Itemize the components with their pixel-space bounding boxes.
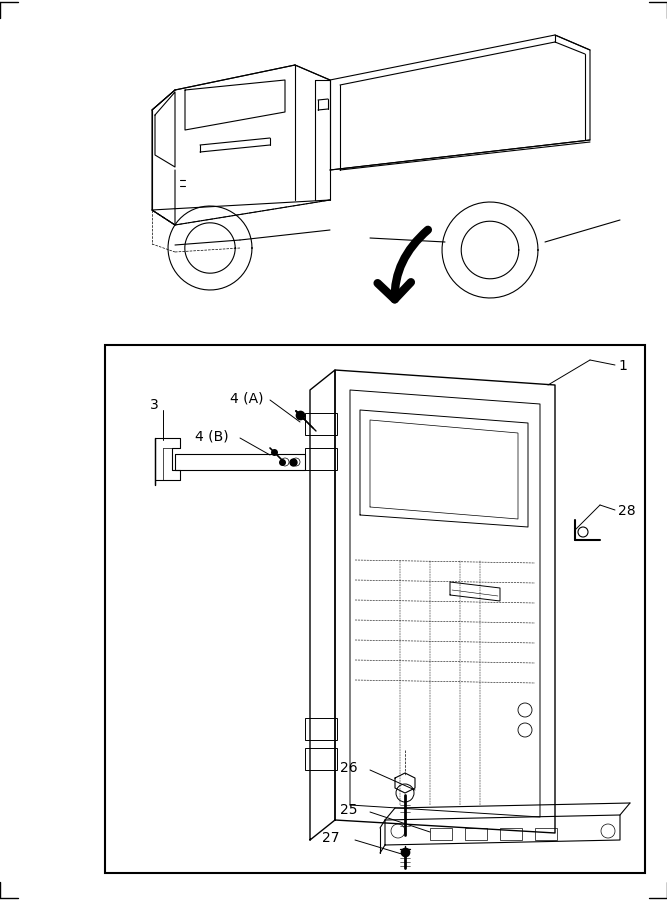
Text: 3: 3: [150, 398, 159, 412]
Bar: [305, 748, 337, 770]
Bar: [105, 345, 645, 873]
Text: 1: 1: [618, 359, 627, 373]
Text: 27: 27: [322, 831, 340, 845]
Bar: [500, 828, 522, 840]
FancyArrowPatch shape: [378, 230, 428, 300]
Bar: [535, 828, 557, 840]
Bar: [305, 413, 337, 435]
Text: 4 (B): 4 (B): [195, 429, 229, 443]
Bar: [305, 448, 337, 470]
Text: 26: 26: [340, 761, 358, 775]
Text: 25: 25: [340, 803, 358, 817]
Bar: [430, 828, 452, 840]
Text: 4 (A): 4 (A): [230, 391, 263, 405]
Text: 28: 28: [618, 504, 636, 518]
Bar: [305, 718, 337, 740]
Bar: [465, 828, 487, 840]
